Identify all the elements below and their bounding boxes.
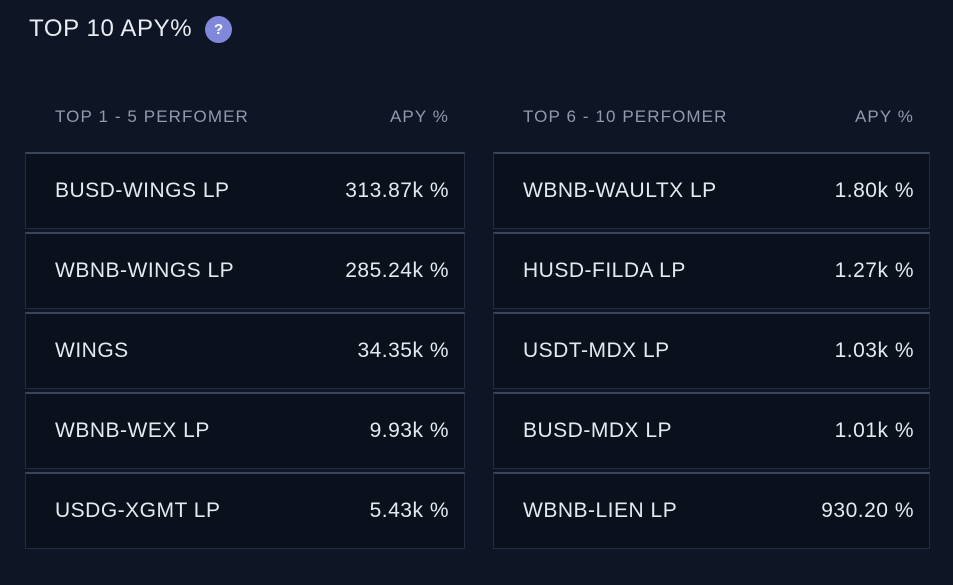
title-bar: TOP 10 APY% ? [29, 15, 233, 43]
table-row: BUSD-WINGS LP 313.87k % [25, 152, 465, 229]
table-row: WINGS 34.35k % [25, 312, 465, 389]
top10-apy-tables: TOP 1 - 5 PERFOMER APY % BUSD-WINGS LP 3… [25, 100, 930, 552]
pair-name: HUSD-FILDA LP [523, 259, 686, 282]
column-header-performer: TOP 6 - 10 PERFOMER [523, 107, 728, 126]
apy-value: 313.87k % [345, 179, 449, 202]
pair-name: WBNB-WINGS LP [55, 259, 235, 282]
pair-name: USDT-MDX LP [523, 339, 670, 362]
table-row: WBNB-WEX LP 9.93k % [25, 392, 465, 469]
column-header-apy: APY % [389, 107, 449, 126]
table-row: HUSD-FILDA LP 1.27k % [493, 232, 930, 309]
apy-value: 1.80k % [834, 179, 914, 202]
pair-name: WINGS [55, 339, 129, 362]
apy-value: 1.27k % [834, 259, 914, 282]
column-header-apy: APY % [854, 107, 914, 126]
pair-name: WBNB-LIEN LP [523, 499, 678, 522]
apy-value: 930.20 % [821, 499, 914, 522]
apy-value: 1.03k % [834, 339, 914, 362]
pair-name: WBNB-WAULTX LP [523, 179, 717, 202]
table-row: USDT-MDX LP 1.03k % [493, 312, 930, 389]
apy-value: 285.24k % [345, 259, 449, 282]
apy-value: 34.35k % [357, 339, 449, 362]
table-row: BUSD-MDX LP 1.01k % [493, 392, 930, 469]
pair-name: USDG-XGMT LP [55, 499, 221, 522]
pair-name: BUSD-MDX LP [523, 419, 673, 442]
pair-name: WBNB-WEX LP [55, 419, 210, 442]
help-icon[interactable]: ? [205, 15, 233, 43]
table-row: WBNB-LIEN LP 930.20 % [493, 472, 930, 549]
pair-name: BUSD-WINGS LP [55, 179, 230, 202]
table-row: USDG-XGMT LP 5.43k % [25, 472, 465, 549]
table-row: WBNB-WAULTX LP 1.80k % [493, 152, 930, 229]
table-top-6-10: TOP 6 - 10 PERFOMER APY % WBNB-WAULTX LP… [493, 100, 930, 552]
column-header-performer: TOP 1 - 5 PERFOMER [55, 107, 249, 126]
table-header-row: TOP 6 - 10 PERFOMER APY % [493, 100, 930, 134]
apy-value: 9.93k % [369, 419, 449, 442]
table-top-1-5: TOP 1 - 5 PERFOMER APY % BUSD-WINGS LP 3… [25, 100, 465, 552]
apy-value: 5.43k % [369, 499, 449, 522]
table-header-row: TOP 1 - 5 PERFOMER APY % [25, 100, 465, 134]
apy-value: 1.01k % [834, 419, 914, 442]
page-title: TOP 10 APY% [29, 15, 193, 42]
table-row: WBNB-WINGS LP 285.24k % [25, 232, 465, 309]
